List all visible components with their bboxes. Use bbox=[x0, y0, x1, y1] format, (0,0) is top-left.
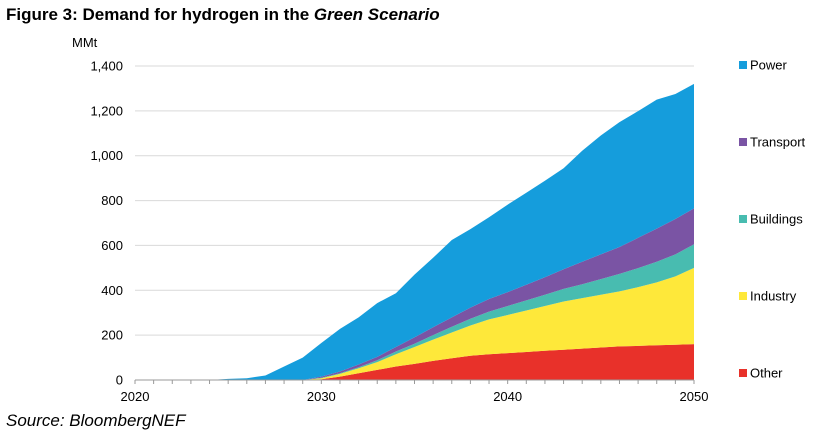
figure-title: Figure 3: Demand for hydrogen in the Gre… bbox=[6, 5, 440, 25]
figure-title-italic: Green Scenario bbox=[313, 5, 440, 24]
y-tick-label: 600 bbox=[101, 238, 123, 253]
area-series bbox=[135, 83, 694, 381]
legend-item-industry: Industry bbox=[739, 289, 797, 304]
y-tick-label: 200 bbox=[101, 328, 123, 343]
legend-swatch bbox=[739, 61, 747, 69]
area-other bbox=[135, 344, 694, 380]
legend-label: Power bbox=[750, 58, 788, 73]
legend-item-transport: Transport bbox=[739, 135, 806, 150]
legend-swatch bbox=[739, 369, 747, 377]
legend-swatch bbox=[739, 292, 747, 300]
y-tick-label: 800 bbox=[101, 193, 123, 208]
y-tick-label: 1,400 bbox=[90, 59, 123, 74]
x-tick-label: 2030 bbox=[307, 389, 336, 404]
x-tick-label: 2050 bbox=[680, 389, 709, 404]
legend-label: Other bbox=[750, 366, 783, 381]
area-power bbox=[135, 83, 694, 381]
y-tick-label: 1,000 bbox=[90, 148, 123, 163]
legend-label: Buildings bbox=[750, 212, 803, 227]
legend-swatch bbox=[739, 138, 747, 146]
legend: Power Transport Buildings Industry Other bbox=[739, 58, 806, 381]
area-industry bbox=[135, 267, 694, 380]
figure-title-text: Figure 3: Demand for hydrogen in the bbox=[6, 5, 314, 24]
y-tick-label: 0 bbox=[116, 373, 123, 388]
legend-label: Transport bbox=[750, 135, 806, 150]
legend-item-buildings: Buildings bbox=[739, 212, 803, 227]
y-tick-label: 400 bbox=[101, 283, 123, 298]
x-tick-label: 2020 bbox=[121, 389, 150, 404]
legend-swatch bbox=[739, 215, 747, 223]
legend-label: Industry bbox=[750, 289, 797, 304]
axes: 0 200 400 600 800 1,000 1,200 1,400 2020 2030 2040… bbox=[90, 59, 708, 405]
x-tick-label: 2040 bbox=[493, 389, 522, 404]
y-axis-unit-label: MMt bbox=[72, 35, 98, 50]
source-note: Source: BloombergNEF bbox=[6, 411, 186, 430]
legend-item-other: Other bbox=[739, 366, 783, 381]
y-tick-label: 1,200 bbox=[90, 103, 123, 118]
legend-item-power: Power bbox=[739, 58, 788, 73]
